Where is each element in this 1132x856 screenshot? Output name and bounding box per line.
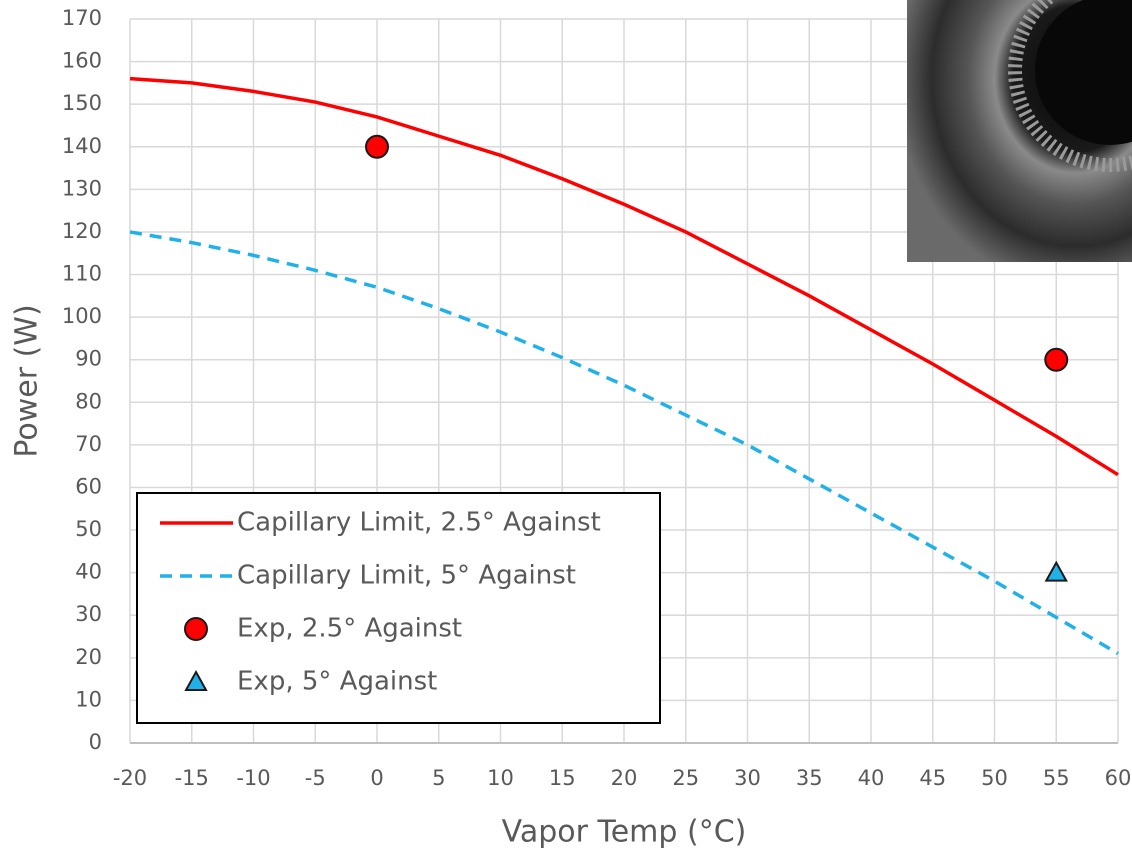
x-tick-label: 10 <box>487 766 514 790</box>
y-tick-label: 30 <box>75 602 102 626</box>
y-tick-label: 110 <box>62 262 102 286</box>
y-tick-label: 100 <box>62 304 102 328</box>
legend-label: Capillary Limit, 5° Against <box>237 561 576 591</box>
y-tick-label: 170 <box>62 6 102 30</box>
y-tick-label: 50 <box>75 517 102 541</box>
photo-mesh <box>1008 0 1132 172</box>
legend-label: Exp, 2.5° Against <box>237 614 462 644</box>
y-tick-label: 120 <box>62 219 102 243</box>
x-tick-label: 60 <box>1105 766 1132 790</box>
y-tick-label: 150 <box>62 91 102 115</box>
x-tick-label: 15 <box>549 766 576 790</box>
x-tick-label: 30 <box>734 766 761 790</box>
y-tick-label: 10 <box>75 687 102 711</box>
y-tick-label: 60 <box>75 474 102 498</box>
x-tick-label: 45 <box>919 766 946 790</box>
marker <box>365 134 389 159</box>
legend-box <box>136 492 661 724</box>
x-tick-label: -15 <box>175 766 209 790</box>
legend-label: Exp, 5° Against <box>237 667 437 697</box>
x-tick-label: -20 <box>113 766 147 790</box>
x-tick-label: 0 <box>370 766 383 790</box>
x-axis-title: Vapor Temp (°C) <box>502 815 747 850</box>
series-line <box>129 230 1119 656</box>
y-tick-label: 0 <box>89 730 102 754</box>
y-tick-label: 80 <box>75 389 102 413</box>
y-tick-label: 40 <box>75 560 102 584</box>
photo-core <box>1035 0 1132 145</box>
marker <box>1044 347 1069 372</box>
legend: Capillary Limit, 2.5° Against Capillary L… <box>136 492 661 724</box>
y-tick-label: 70 <box>75 432 102 456</box>
x-tick-label: -10 <box>236 766 270 790</box>
x-tick-label: 35 <box>796 766 823 790</box>
y-tick-label: 90 <box>75 347 102 371</box>
series-line <box>129 76 1119 477</box>
x-tick-label: 50 <box>981 766 1008 790</box>
x-tick-label: 5 <box>432 766 445 790</box>
y-axis-title: Power (W) <box>10 304 45 457</box>
legend-swatch <box>184 669 208 691</box>
y-tick-label: 140 <box>62 134 102 158</box>
legend-swatch <box>184 617 208 641</box>
x-tick-label: 25 <box>672 766 699 790</box>
marker <box>1044 560 1068 582</box>
plot <box>129 76 1119 656</box>
x-tick-label: 20 <box>611 766 638 790</box>
legend-label: Capillary Limit, 2.5° Against <box>237 508 601 538</box>
inset-photo <box>907 0 1132 262</box>
x-tick-label: 55 <box>1043 766 1070 790</box>
x-tick-label: -5 <box>305 766 326 790</box>
x-tick-label: 40 <box>858 766 885 790</box>
y-tick-label: 20 <box>75 645 102 669</box>
y-tick-label: 160 <box>62 49 102 73</box>
y-tick-label: 130 <box>62 176 102 200</box>
